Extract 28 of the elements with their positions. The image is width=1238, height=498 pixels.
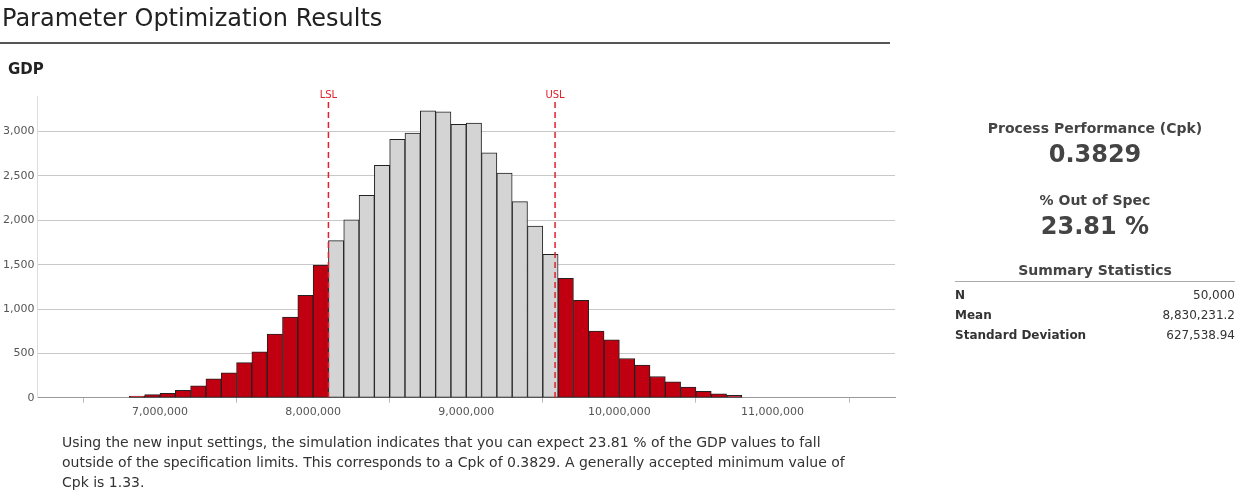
y-tick-label: 2,500 (2, 168, 35, 182)
x-tick-label: 9,000,000 (438, 405, 495, 419)
text: Using the new input settings, the simulation indicates that you can expect 23.81 % of the GDP values to fall outside of the specification limits. This corresponds to a Cpk of 0.3829. A generally accepted minimum value of Cpk is 1.33. (62, 433, 846, 492)
text: 8,830,231.2 (1162, 308, 1235, 322)
text: % Out of Spec (1038, 192, 1152, 208)
text: Summary Statistics (955, 262, 1235, 282)
ref-line-label: LSL (319, 88, 338, 100)
text: 627,538.94 (1166, 328, 1235, 342)
ref-line-label: USL (545, 88, 566, 100)
chart-subtitle: GDP (8, 60, 44, 78)
chart-title: Parameter Optimization Results (2, 4, 383, 32)
y-tick-label: 1,500 (2, 257, 35, 271)
text: Standard Deviation (955, 328, 1087, 342)
text: 50,000 (1193, 288, 1235, 302)
text: Mean (955, 308, 992, 322)
x-tick-label: 10,000,000 (587, 405, 651, 419)
x-tick-label: 7,000,000 (132, 405, 188, 419)
y-tick-label: 1,000 (2, 301, 35, 315)
text: 0.3829 (1047, 140, 1143, 168)
y-tick-label: 3,000 (2, 124, 35, 138)
x-tick-label: 11,000,000 (741, 405, 804, 419)
y-tick-label: 0 (27, 390, 35, 404)
y-tick-label: 500 (13, 346, 35, 360)
text: N (955, 288, 966, 302)
text: Process Performance (Cpk) (986, 120, 1204, 136)
text: 23.81 % (1039, 212, 1151, 240)
y-tick-label: 2,000 (2, 213, 35, 227)
x-tick-label: 8,000,000 (285, 405, 342, 419)
